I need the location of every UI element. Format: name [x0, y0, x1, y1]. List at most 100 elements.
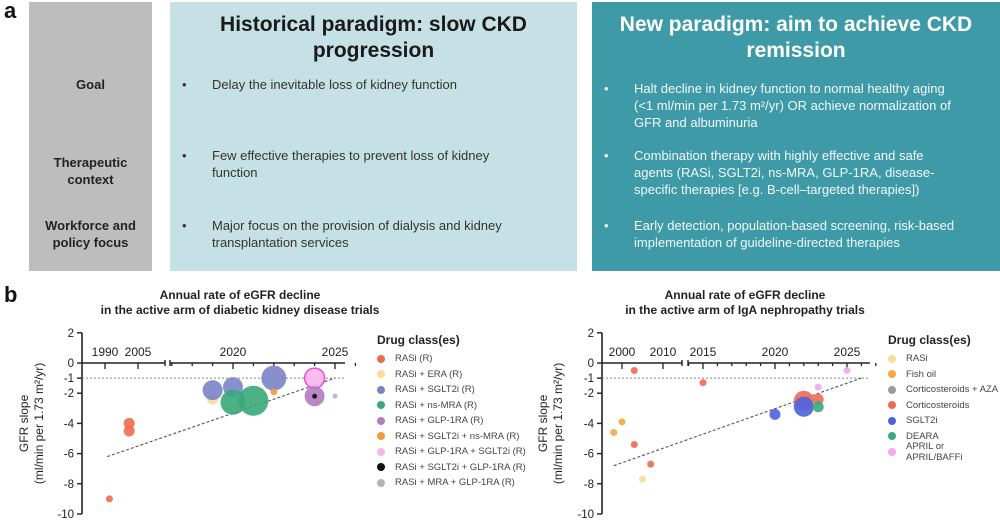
legend-marker-icon	[888, 432, 896, 441]
chart2-y-tick-label: 0	[588, 358, 594, 370]
bullet-icon: •	[604, 218, 609, 233]
chart2-data-point	[843, 367, 851, 375]
chart1-data-point	[303, 367, 326, 389]
row-label-therapeutic-line2: context	[67, 172, 114, 187]
chart1-data-point	[105, 495, 113, 503]
legend-marker-icon	[888, 385, 896, 394]
chart1-legend-item: RASi + MRA + GLP-1RA (R)	[377, 475, 526, 491]
chart2-data-point	[812, 393, 824, 405]
chart2-data-point	[647, 460, 655, 468]
row-label-workforce-line2: policy focus	[52, 235, 129, 250]
chart2-legend-label: APRIL or APRIL/BAFFi	[906, 440, 963, 463]
row-label-therapeutic: Therapeutic context	[29, 154, 152, 188]
chart2-legend-item: Corticosteroids	[888, 398, 1000, 414]
chart2-legend-title: Drug class(es)	[888, 333, 971, 347]
row-label-goal: Goal	[29, 76, 152, 93]
chart2-legend-label: Corticosteroids + AZA	[906, 384, 999, 396]
chart2-title-line1: Annual rate of eGFR decline	[664, 288, 826, 302]
new-title-line2: remission	[746, 39, 846, 62]
legend-marker-icon	[377, 385, 385, 394]
historical-workforce-line1: Major focus on the provision of dialysis…	[212, 218, 502, 233]
new-goal-line2: (<1 ml/min per 1.73 m²/yr) OR achieve no…	[634, 98, 951, 113]
legend-marker-icon	[377, 401, 385, 410]
chart2-data-point	[769, 408, 781, 420]
row-label-therapeutic-line1: Therapeutic	[53, 155, 128, 170]
chart1-x-tick-label: 2020	[220, 345, 247, 359]
chart2-y-label-line2: (ml/min per 1.73 m²/yr)	[551, 363, 565, 484]
chart1-title-line2: in the active arm of diabetic kidney dis…	[100, 303, 380, 317]
chart2-legend-label: DEARA	[906, 430, 939, 442]
new-workforce-bullet: • Early detection, population-based scre…	[604, 217, 990, 251]
chart1-y-label-line2: (ml/min per 1.73 m²/yr)	[32, 363, 46, 484]
chart2-data-point	[610, 428, 618, 436]
chart2-x-tick-label: 2015	[690, 345, 717, 359]
new-therapeutic-line3: specific therapies [e.g. B-cell–targeted…	[634, 182, 920, 197]
chart2-data-point	[814, 383, 822, 391]
chart2-legend-item: Corticosteroids + AZA	[888, 382, 1000, 398]
chart1-y-tick-label: 2	[68, 328, 74, 340]
chart2-legend-label: Corticosteroids	[906, 399, 970, 411]
chart1-legend-item: RASi + ns-MRA (R)	[377, 398, 526, 414]
row-label-workforce: Workforce and policy focus	[29, 217, 152, 251]
chart1-data-point	[261, 365, 287, 391]
panel-b-letter: b	[4, 282, 18, 307]
historical-paradigm-box: Historical paradigm: slow CKD progressio…	[170, 2, 577, 271]
chart1-legend-label: RASi + SGLT2i + GLP-1RA (R)	[395, 461, 526, 473]
chart1-legend-label: RASi + GLP-1RA + SGLT2i (R)	[395, 446, 526, 458]
chart2-data-point	[630, 441, 638, 449]
new-title-line1: New paradigm: aim to achieve CKD	[619, 13, 973, 36]
legend-marker-icon	[377, 354, 385, 363]
new-therapeutic-bullet: • Combination therapy with highly effect…	[604, 147, 990, 198]
chart1-legend-item: RASi + ERA (R)	[377, 367, 526, 383]
chart2-y-tick-label: -1	[584, 373, 594, 385]
row-label-goal-text: Goal	[76, 77, 105, 92]
chart2-legend-label: Fish oil	[906, 368, 937, 380]
chart2-title: Annual rate of eGFR decline in the activ…	[575, 288, 915, 318]
chart1-data-point	[238, 385, 269, 416]
chart2-trendline	[613, 377, 862, 467]
chart2-legend-item: RASi	[888, 351, 1000, 367]
chart2-y-tick-label: -2	[584, 388, 594, 400]
chart1-legend-item: RASi + SGLT2i + GLP-1RA (R)	[377, 460, 526, 476]
new-therapeutic-line1: Combination therapy with highly effectiv…	[634, 148, 924, 163]
chart1-legend-title: Drug class(es)	[377, 333, 460, 347]
chart2-data-point	[812, 401, 824, 413]
chart1-legend-item: RASi + SGLT2i + ns-MRA (R)	[377, 429, 526, 445]
chart1-title: Annual rate of eGFR decline in the activ…	[60, 288, 420, 318]
chart2-data-point	[618, 418, 626, 426]
chart1-y-tick-label: -6	[64, 449, 74, 461]
chart1-legend-label: RASi + MRA + GLP-1RA (R)	[395, 477, 515, 489]
chart1-y-label-line1: GFR slope	[17, 394, 31, 452]
chart1-title-line1: Annual rate of eGFR decline	[159, 288, 321, 302]
chart2-legend: Drug class(es) RASi Fish oil Corticosteroi…	[888, 333, 1000, 463]
new-paradigm-title: New paradigm: aim to achieve CKD remissi…	[592, 12, 1000, 64]
new-goal-line3: GFR and albuminuria	[634, 115, 758, 130]
chart2-y-tick-label: 2	[588, 328, 594, 340]
historical-goal-bullet: • Delay the inevitable loss of kidney fu…	[182, 76, 567, 93]
chart2-legend-label: RASi	[906, 353, 928, 365]
chart2-legend-item: DEARA	[888, 429, 1000, 445]
chart1-x-tick-label: 1990	[92, 345, 119, 359]
chart2-title-line2: in the active arm of IgA nephropathy tri…	[625, 303, 865, 317]
new-paradigm-box: New paradigm: aim to achieve CKD remissi…	[592, 2, 1000, 271]
chart2-y-label: GFR slope(ml/min per 1.73 m²/yr)	[536, 363, 565, 484]
chart2-x-tick-label: 2000	[609, 345, 636, 359]
chart1-legend-label: RASi + GLP-1RA (R)	[395, 415, 484, 427]
historical-title-line1: Historical paradigm: slow CKD	[220, 13, 527, 36]
chart1-x-tick-label: 2025	[322, 345, 349, 359]
chart2-x-tick-label: 2025	[834, 345, 861, 359]
chart1-y-label: GFR slope(ml/min per 1.73 m²/yr)	[17, 363, 46, 484]
legend-marker-icon	[888, 370, 896, 379]
legend-marker-icon	[377, 478, 385, 487]
chart1-legend-item: RASi + GLP-1RA (R)	[377, 413, 526, 429]
legend-marker-icon	[377, 463, 385, 472]
chart1-data-point	[270, 388, 278, 396]
historical-title-line2: progression	[312, 39, 435, 62]
historical-paradigm-title: Historical paradigm: slow CKD progressio…	[170, 12, 577, 64]
chart2-y-tick-label: -4	[584, 418, 595, 430]
chart2-data-point	[639, 475, 646, 483]
chart1-y-tick-label: 0	[68, 358, 74, 370]
panel-a-letter: a	[4, 0, 17, 23]
chart2-y-tick-label: -10	[577, 509, 594, 521]
